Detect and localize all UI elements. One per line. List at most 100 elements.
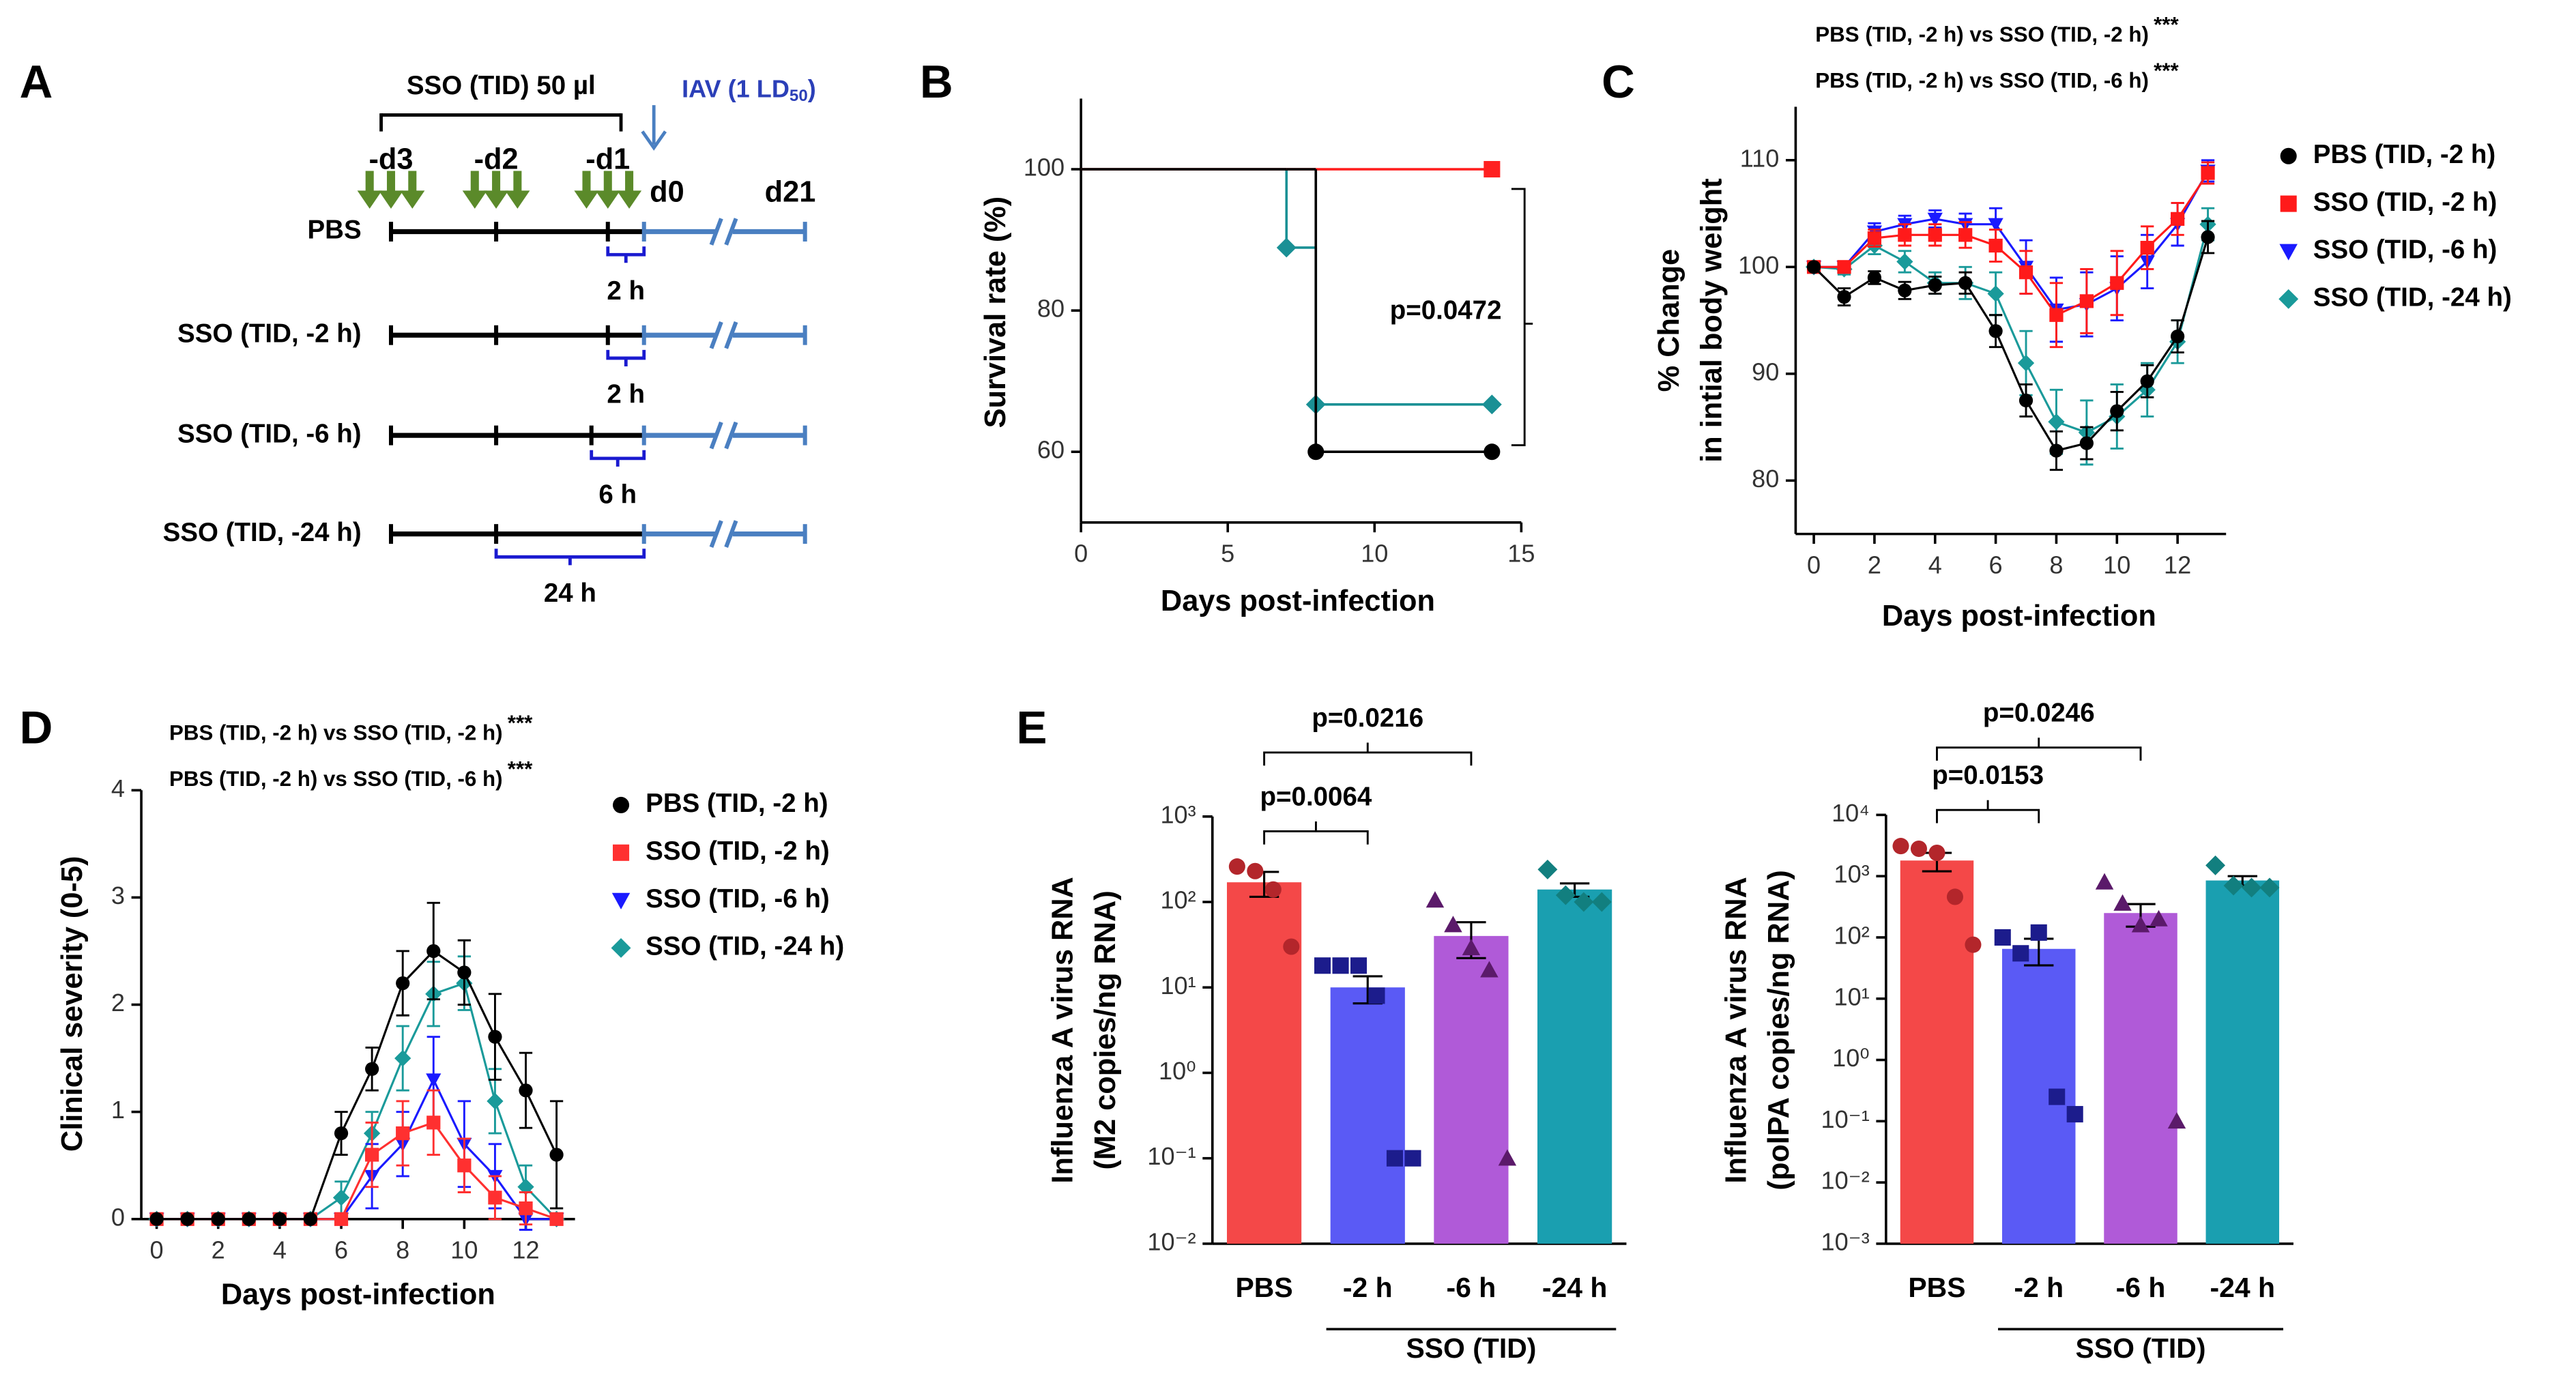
y-axis-label: Survival rate (%) [979, 196, 1012, 428]
comparison: PBS (TID, -2 h) vs SSO (TID, -6 h) *** [1815, 59, 2179, 92]
axis-break [709, 218, 723, 246]
axis-break [709, 321, 723, 349]
legend-marker [2279, 244, 2298, 261]
data-point [2140, 241, 2154, 255]
comparison-label: p=0.0153 [1932, 761, 2044, 790]
data-point [2201, 166, 2215, 180]
x-tick-label: 5 [1221, 539, 1234, 567]
panel-letter: B [920, 57, 953, 108]
data-point [396, 976, 410, 991]
data-point [1480, 961, 1499, 978]
data-point [1987, 285, 2004, 302]
x-tick-label: 10 [450, 1236, 478, 1264]
legend-label: SSO (TID, -6 h) [646, 884, 830, 914]
legend-marker [2278, 289, 2299, 309]
data-point [1928, 278, 1942, 293]
data-point [1444, 916, 1462, 933]
y-tick-label: 80 [1752, 465, 1779, 493]
bar [1537, 889, 1612, 1244]
comparison-bracket [1263, 821, 1369, 845]
infection-label-part: 50 [790, 87, 808, 105]
day-label: d21 [765, 176, 816, 209]
comparison-bracket [1263, 742, 1473, 766]
x-tick-label: PBS [1908, 1272, 1965, 1303]
x-tick-label: 4 [273, 1236, 287, 1264]
data-point [1946, 888, 1963, 905]
y-tick-label: 10⁻² [1147, 1227, 1196, 1255]
y-tick-label: 110 [1740, 144, 1780, 172]
day-label: -d1 [585, 143, 630, 175]
data-point [1892, 838, 1909, 855]
y-tick-label: 10¹ [1834, 982, 1870, 1010]
axis-break [724, 421, 738, 450]
y-tick-label: 10³ [1834, 860, 1870, 888]
data-point [1958, 276, 1973, 290]
data-point [1350, 957, 1367, 974]
x-axis-label: Days post-infection [1161, 585, 1435, 617]
data-point [1368, 987, 1385, 1004]
data-point [1314, 957, 1331, 974]
data-point [2048, 413, 2065, 431]
x-axis-label: Days post-infection [1882, 600, 2156, 632]
data-point [1928, 845, 1945, 862]
panel-letter: E [1016, 702, 1047, 753]
comparison-label: p=0.0246 [1983, 699, 2095, 728]
annotation: p=0.0472 [1390, 296, 1502, 325]
legend-label: SSO (TID, -24 h) [646, 932, 844, 961]
legend-label: SSO (TID, -2 h) [646, 836, 830, 866]
y-tick-label: 100 [1024, 154, 1065, 181]
data-point [1386, 1150, 1404, 1167]
data-point [1426, 891, 1445, 908]
group-label: SSO (TID) [2076, 1332, 2206, 1364]
axis-break [709, 520, 723, 548]
data-point [1247, 862, 1264, 879]
survival-point [1484, 443, 1501, 461]
y-tick-label: 10⁻² [1821, 1167, 1870, 1195]
y-tick-label: 10⁰ [1159, 1057, 1196, 1085]
axis-break [724, 520, 738, 548]
data-point [1910, 840, 1928, 858]
interval-bracket [494, 549, 646, 566]
data-point [211, 1212, 225, 1226]
data-point [1806, 260, 1821, 274]
data-point [394, 1049, 411, 1067]
x-tick-label: -6 h [2116, 1272, 2166, 1303]
x-tick-label: 12 [2164, 551, 2191, 579]
data-point [149, 1212, 164, 1226]
data-point [1988, 218, 2003, 232]
data-point [519, 1201, 533, 1216]
data-point [1228, 858, 1245, 875]
comparison-text: PBS (TID, -2 h) vs SSO (TID, -2 h) [169, 721, 503, 745]
data-point [1837, 290, 1851, 304]
row-label: SSO (TID, -2 h) [177, 319, 362, 348]
data-point [487, 1092, 504, 1110]
data-point [2017, 355, 2035, 372]
data-point [1264, 881, 1282, 898]
data-point [1927, 212, 1943, 227]
data-point [396, 1126, 410, 1141]
data-point [517, 1178, 534, 1195]
data-point [1462, 939, 1481, 956]
data-point [1574, 892, 1594, 912]
data-point [2223, 875, 2244, 896]
data-point [2113, 894, 2132, 911]
dose-arrow [595, 171, 620, 209]
data-point [1404, 1150, 1421, 1167]
panel-letter: A [20, 57, 53, 108]
y-tick-label: 0 [111, 1203, 125, 1231]
x-tick-label: 6 [1989, 551, 2003, 579]
survival-point [1484, 160, 1501, 178]
bar [2205, 880, 2280, 1244]
data-point [1898, 283, 1912, 297]
y-tick-label: 10³ [1160, 800, 1196, 828]
y-axis-label: (polPA copies/ng RNA) [1763, 870, 1795, 1190]
data-point [426, 944, 441, 959]
legend-marker [611, 892, 631, 909]
data-point [334, 1126, 349, 1141]
interval-label: 2 h [607, 380, 645, 409]
day-label: -d2 [474, 143, 519, 175]
x-tick-label: 8 [396, 1236, 409, 1264]
data-point [1537, 859, 1558, 879]
comparison-significance: *** [508, 757, 533, 781]
